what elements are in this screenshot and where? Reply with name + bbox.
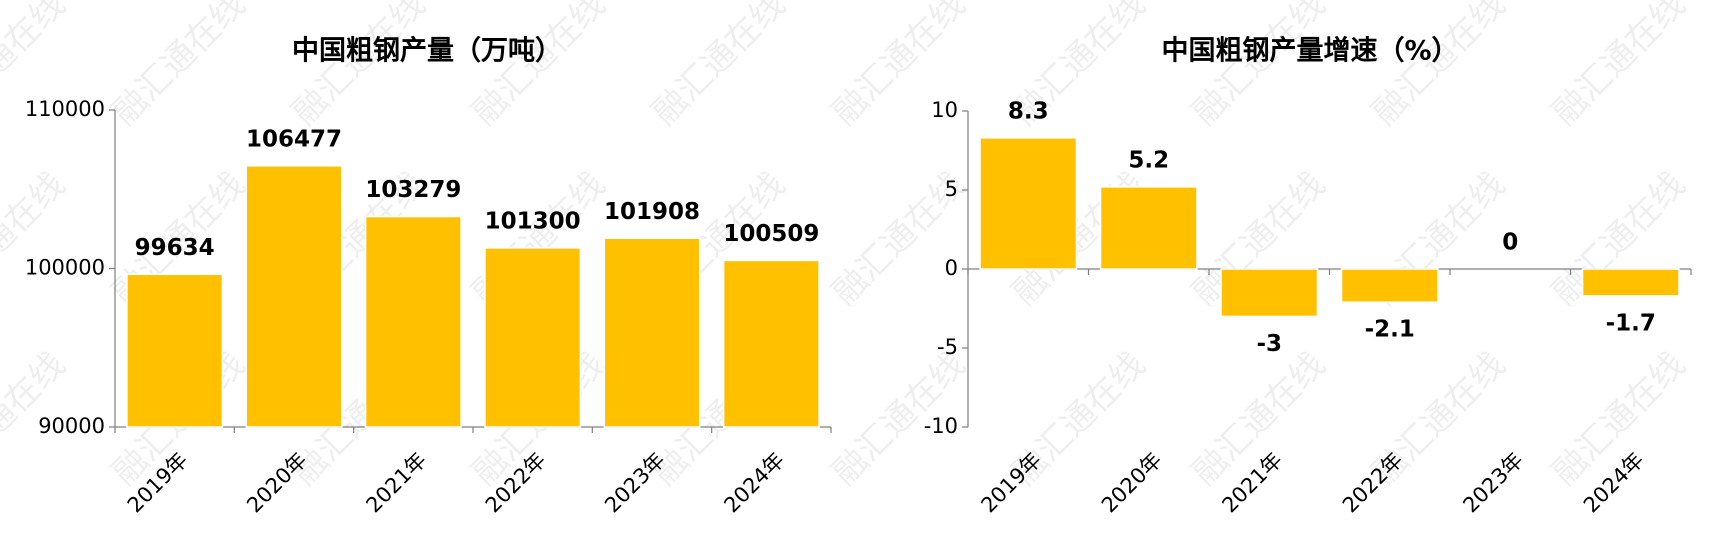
x-tick-label: 2024年 xyxy=(719,448,789,518)
watermark: 融汇通在线 xyxy=(1365,0,1513,133)
watermark: 融汇通在线 xyxy=(285,0,433,133)
bar xyxy=(1340,268,1439,303)
bar xyxy=(484,247,582,428)
data-label: -3 xyxy=(1256,331,1282,357)
bar xyxy=(722,259,820,428)
y-tick-label: 100000 xyxy=(25,256,105,280)
watermark: 融汇通在线 xyxy=(1545,0,1693,133)
watermark: 融汇通在线 xyxy=(0,165,73,313)
bar xyxy=(126,273,224,428)
bar xyxy=(1581,268,1680,297)
data-label: 103279 xyxy=(365,177,461,203)
x-tick-label: 2020年 xyxy=(1097,448,1167,518)
watermark: 融汇通在线 xyxy=(465,0,613,133)
x-tick-label: 2023年 xyxy=(1458,448,1528,518)
data-label: 106477 xyxy=(246,126,342,152)
watermark: 融汇通在线 xyxy=(645,0,793,133)
x-tick-label: 2023年 xyxy=(600,448,670,518)
y-tick-label: -10 xyxy=(924,414,958,438)
data-label: 100509 xyxy=(723,221,819,247)
data-label: -1.7 xyxy=(1606,310,1656,336)
chart: 中国粗钢产量（万吨）900001000001100002019年99634202… xyxy=(25,36,832,518)
y-tick-label: -5 xyxy=(937,335,958,359)
bar xyxy=(364,215,462,428)
y-tick-label: 5 xyxy=(945,177,958,201)
x-tick-label: 2021年 xyxy=(361,448,431,518)
watermark: 融汇通在线 xyxy=(105,0,253,133)
bar xyxy=(1099,186,1198,270)
y-tick-label: 110000 xyxy=(25,97,105,121)
watermark: 融汇通在线 xyxy=(1185,0,1333,133)
y-tick-label: 10 xyxy=(931,98,958,122)
bar xyxy=(603,237,701,428)
data-label: 101300 xyxy=(485,208,581,234)
data-label: 0 xyxy=(1502,230,1518,256)
bar xyxy=(1220,268,1319,318)
chart-title: 中国粗钢产量增速（%） xyxy=(1161,35,1458,67)
y-tick-label: 90000 xyxy=(38,414,105,438)
data-label: 5.2 xyxy=(1128,147,1169,173)
y-tick-label: 0 xyxy=(945,256,958,280)
data-label: 99634 xyxy=(135,235,215,261)
data-label: 101908 xyxy=(604,199,700,225)
data-label: -2.1 xyxy=(1365,317,1415,343)
bar xyxy=(245,165,343,428)
data-label: 8.3 xyxy=(1008,98,1049,124)
bar xyxy=(979,137,1078,270)
chart-title: 中国粗钢产量（万吨） xyxy=(292,36,562,67)
